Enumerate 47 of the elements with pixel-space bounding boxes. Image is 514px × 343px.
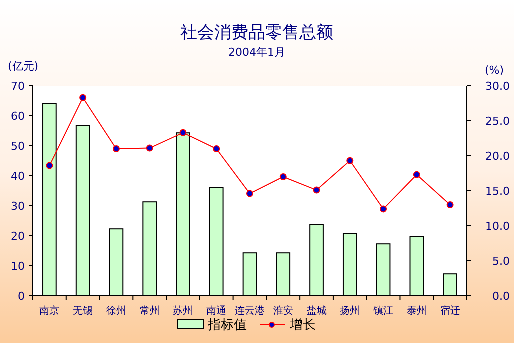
x-tick-label: 淮安 [273,305,294,317]
point [80,94,87,102]
y2-tick-label: 0.0 [492,290,510,303]
x-tick-label: 盐城 [306,305,327,317]
x-tick-label: 扬州 [340,305,360,317]
chart-subtitle: 2004年1月 [228,46,286,59]
x-tick-label: 泰州 [406,305,427,317]
point [346,157,354,164]
x-tick-label: 徐州 [106,305,126,317]
y2-axis-title: (%) [484,64,504,77]
point [112,146,120,152]
y2-tick-label: 15.0 [486,184,510,198]
y2-tick-label: 20.0 [486,150,510,163]
x-tick-label: 苏州 [173,305,194,317]
y-tick-label: 0 [18,290,25,303]
y-tick-label: 20 [11,230,25,243]
x-tick-label: 南通 [206,305,227,317]
y-tick-label: 40 [11,170,25,183]
point [46,162,54,170]
y-tick-label: 10 [11,260,25,273]
x-tick-label: 宿迁 [440,305,460,317]
point [213,146,220,152]
point [246,190,254,198]
x-tick-label: 南京 [40,305,60,317]
legend-label: 增长 [289,318,316,333]
point [446,202,454,208]
y-tick-label: 50 [11,140,25,153]
x-tick-label: 连云港 [235,305,265,317]
y2-tick-label: 30.0 [486,80,510,93]
point [146,144,154,152]
x-tick-label: 镇江 [372,305,394,317]
y-tick-label: 60 [11,110,25,123]
legend-label: 指标值 [207,318,247,333]
y-tick-label: 70 [11,80,25,93]
x-tick-label: 常州 [140,305,160,317]
point [180,129,187,136]
x-tick-label: 无锡 [73,306,94,317]
y2-tick-label: 10.0 [486,220,510,233]
point [280,174,287,180]
y-tick-label: 30 [11,200,25,213]
y2-tick-label: 25.0 [486,114,510,128]
y-axis-title: (亿元) [8,60,39,73]
point [313,186,320,194]
point [413,171,420,178]
y2-tick-label: 5.0 [492,254,510,268]
point [380,206,388,213]
chart-title: 社会消费品零售总额 [180,23,334,43]
